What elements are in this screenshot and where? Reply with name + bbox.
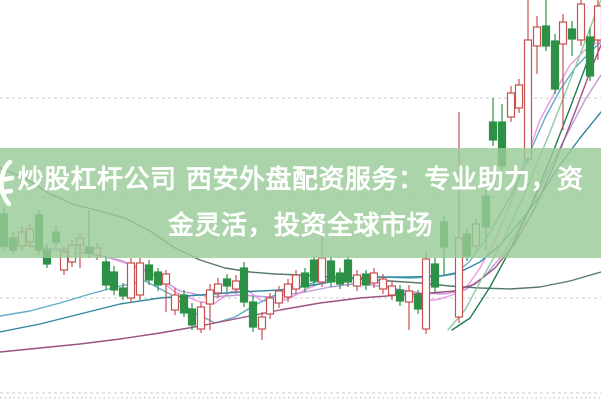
headline-line-2: 金灵活，投资全球市场 bbox=[167, 211, 433, 241]
headline-line-1: 炒股杠杆公司 西安外盘配资服务：专业助力，资 bbox=[17, 165, 584, 195]
headline-banner: 炒股杠杆公司 西安外盘配资服务：专业助力，资 金灵活，投资全球市场 bbox=[0, 148, 601, 258]
cropped-glyph-fragment bbox=[0, 159, 15, 207]
